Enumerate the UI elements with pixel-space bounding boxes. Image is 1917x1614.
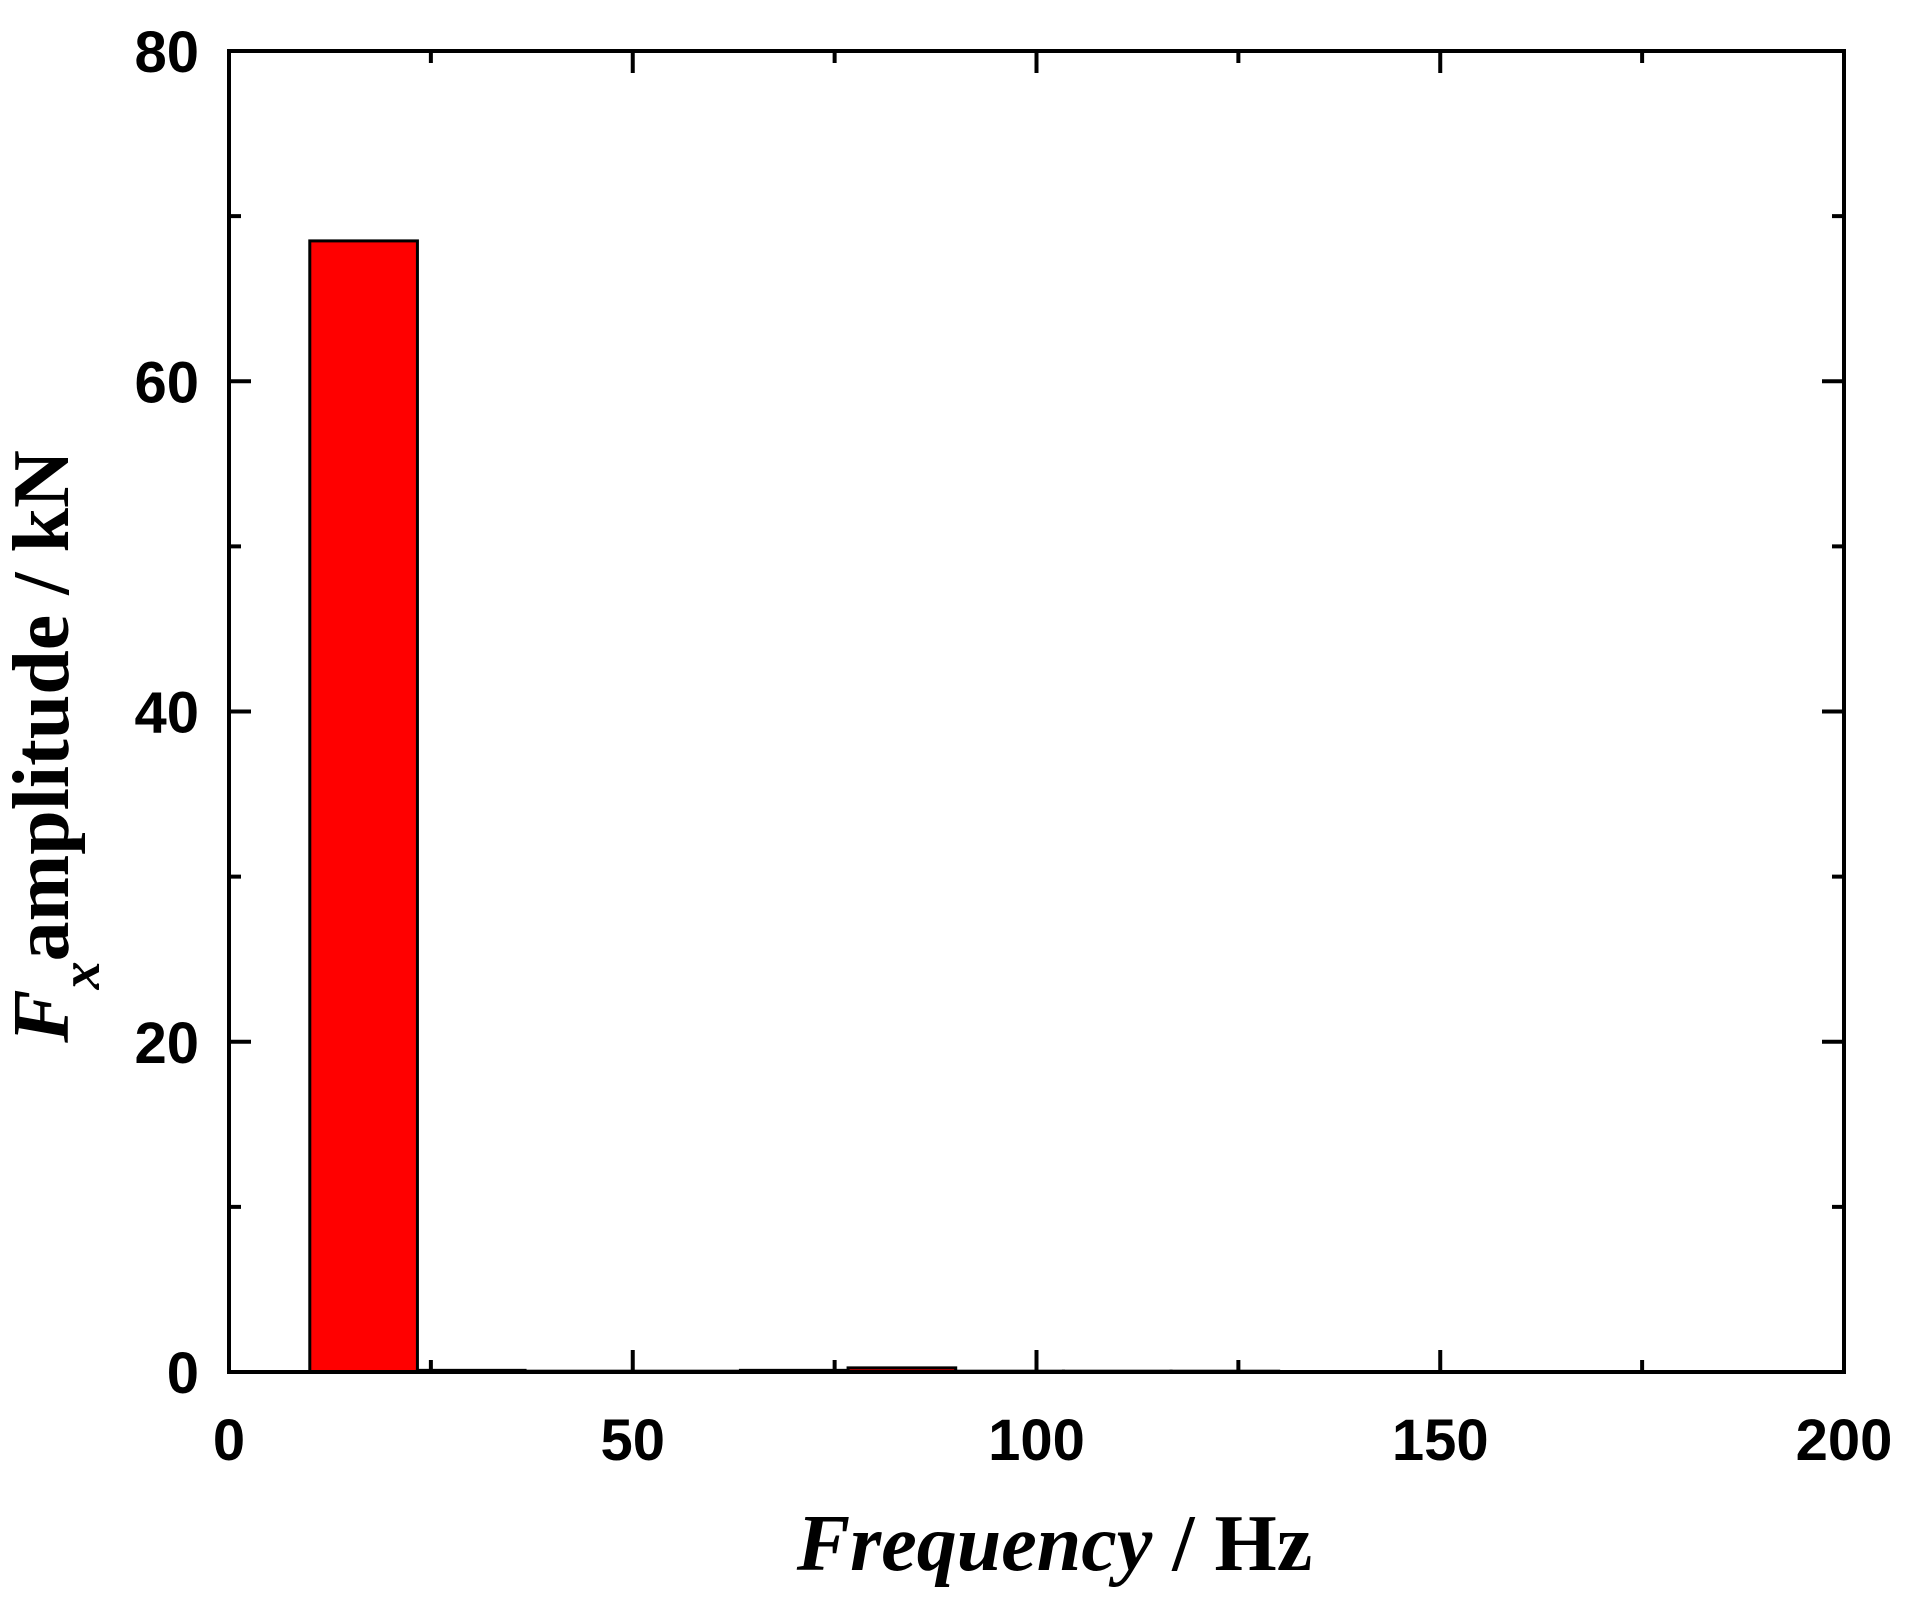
x-tick-label: 200 xyxy=(1796,1408,1893,1473)
bar-0 xyxy=(308,239,419,1374)
x-axis-title-variable: Frequency xyxy=(796,1500,1153,1588)
tick-labels-group: 0 50 100 150 200 0 20 40 60 80 xyxy=(134,20,1892,1473)
y-tick-label: 80 xyxy=(134,20,199,85)
bars-group xyxy=(308,239,1281,1374)
y-axis-title: Fxamplitude / kN xyxy=(0,450,112,1044)
y-tick-label: 40 xyxy=(134,681,199,746)
x-tick-label: 150 xyxy=(1392,1408,1489,1473)
x-axis-title: Frequency / Hz xyxy=(796,1500,1312,1588)
plot-frame xyxy=(227,49,1846,1374)
y-tick-label: 0 xyxy=(167,1341,199,1406)
y-axis-title-subscript: x xyxy=(50,961,112,990)
y-axis-title-unit: amplitude / kN xyxy=(0,450,86,961)
y-tick-label: 60 xyxy=(134,350,199,415)
ticks-group xyxy=(227,49,1846,1374)
x-tick-label: 0 xyxy=(213,1408,245,1473)
x-tick-label: 100 xyxy=(988,1408,1085,1473)
y-tick-label: 20 xyxy=(134,1011,199,1076)
x-axis-title-unit: / Hz xyxy=(1152,1500,1312,1588)
x-tick-label: 50 xyxy=(600,1408,665,1473)
y-axis-title-variable: F xyxy=(0,989,86,1043)
